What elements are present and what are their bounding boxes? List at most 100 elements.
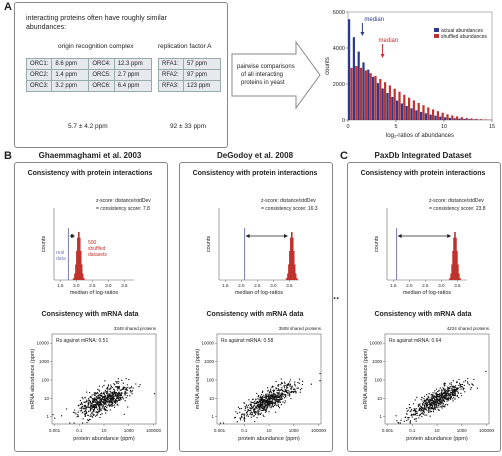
histogram-bar — [460, 117, 463, 120]
histogram-bar — [420, 111, 423, 120]
x-tick-label: 10 — [441, 124, 447, 130]
shuffled-bar — [294, 273, 297, 280]
histogram-bar — [456, 116, 459, 120]
histogram-bar — [472, 119, 475, 120]
histogram-bar — [400, 103, 403, 120]
histogram-bar — [364, 70, 367, 120]
rfa-cell: RFA1: — [158, 58, 184, 70]
hist-x-tick-label: 3.0 — [438, 283, 445, 288]
histogram-bar — [448, 117, 451, 120]
shuffled-bar — [296, 279, 299, 280]
hist-x-label: median of log-ratios — [235, 290, 284, 296]
scatter-x-tick-label: 0.1 — [76, 428, 83, 433]
consistency-score: = consistency score: 23.8 — [429, 206, 486, 212]
distance-arrowhead-right — [284, 234, 288, 238]
hist-x-tick-label: 2.5 — [89, 283, 96, 288]
abundance-ratio-histogram: 0 5 10 15 0 2000 4000 6000 log₂-ratios of abunda… — [325, 10, 495, 139]
shuffled-bar — [288, 264, 290, 280]
rs-value: Rs against mRNA: 0.58 — [221, 338, 273, 344]
orc-cell: ORC4: — [88, 58, 115, 70]
histogram-bar — [424, 113, 427, 120]
zscore-formula: z-score: distance/stdDev — [261, 198, 316, 204]
distance-arrowhead-right — [447, 234, 452, 238]
histogram-bar — [369, 73, 372, 120]
mrna-title: Consistency with mRNA data — [206, 311, 304, 318]
shuffled-bar — [285, 279, 287, 280]
scatter-x-label: protein abundance (ppm) — [238, 436, 300, 442]
rfa-title: replication factor A — [158, 43, 212, 50]
shuffled-bar — [79, 250, 82, 280]
dataset-title: PaxDb Integrated Dataset — [374, 151, 472, 160]
shuffled-bar — [292, 250, 295, 280]
shuffled-bar — [450, 273, 452, 280]
scatter-y-tick-label: 1 — [46, 414, 49, 419]
median-arrowhead-shuffled — [380, 54, 385, 58]
shuffled-bar — [78, 232, 80, 280]
histogram-bar — [446, 114, 449, 120]
x-axis-label: log₂-ratios of abundances — [386, 133, 454, 139]
shuffled-bar — [75, 264, 77, 280]
orc-summary: 5.7 ± 4.2 ppm — [68, 123, 108, 130]
scatter-x-tick-label: 10 — [101, 428, 107, 433]
distance-arrowhead-right — [71, 234, 75, 238]
rfa-cell: 97 ppm — [183, 69, 221, 81]
shuffled-label: 500 — [88, 240, 97, 246]
histogram-bar — [412, 100, 415, 120]
scatter-points — [52, 377, 156, 424]
scatter-y-tick-label: 1 — [211, 414, 214, 419]
hist-x-tick-label: 1.5 — [390, 283, 397, 288]
hist-x-label: median of log-ratios — [70, 290, 119, 296]
histogram-bar — [379, 78, 382, 120]
histogram-bar — [432, 109, 435, 120]
scatter-frame — [384, 333, 490, 425]
hist-x-tick-label: 2.0 — [406, 283, 413, 288]
scatter-x-tick-label: 0.001 — [382, 428, 394, 433]
median-label-actual: median — [364, 17, 384, 23]
histogram-bar — [396, 100, 399, 120]
scatter-y-label: mRNA abundance (ppm) — [195, 349, 201, 410]
panel-a-heading-text: interacting proteins often have roughly … — [26, 15, 167, 31]
shuffled-bar — [453, 237, 455, 280]
hist-x-tick-label: 3.5 — [454, 283, 461, 288]
zscore-histogram: counts median of log-ratios 1.5 2.0 2.5 3.0 3.… — [374, 198, 486, 296]
histogram-bar — [463, 118, 466, 120]
scatter-y-tick-label: 10000 — [369, 341, 382, 346]
histogram-bar — [374, 75, 377, 120]
panel-a-heading: interacting proteins often have roughly … — [26, 14, 176, 32]
histogram-bar — [381, 88, 384, 120]
arrow-text-2: of all interacting — [241, 72, 284, 78]
rs-value: Rs against mRNA: 0.64 — [389, 338, 441, 344]
orc-cell: 12.3 ppm — [113, 58, 152, 70]
histogram-bar — [468, 119, 471, 120]
histogram-bar — [417, 102, 420, 120]
panel-letter-a: A — [4, 1, 12, 13]
hist-x-tick-label: 2.5 — [422, 283, 429, 288]
hist-x-label: median of log-ratios — [403, 290, 452, 296]
scatter-y-tick-label: 1000 — [204, 359, 215, 364]
shuffled-bar — [290, 237, 292, 280]
orc-cell: ORC5: — [88, 69, 115, 81]
shuffled-bar — [80, 264, 83, 280]
scatter-points — [219, 372, 321, 424]
rfa-row: RFA1: 57 ppm — [158, 58, 221, 70]
histogram-bar — [465, 117, 468, 120]
shuffled-bar — [295, 277, 298, 280]
scatter-y-tick-label: 100 — [41, 377, 49, 382]
histogram-bar — [376, 83, 379, 120]
scatter-y-tick-label: 1 — [379, 414, 382, 419]
histogram-bar — [427, 107, 430, 120]
shuffled-bar — [459, 279, 462, 280]
x-tick-label: 5 — [394, 124, 397, 130]
rfa-cell: 57 ppm — [183, 58, 221, 70]
hist-x-tick-label: 2.0 — [238, 283, 245, 288]
median-arrowhead-actual — [360, 32, 365, 36]
histogram-bar — [422, 105, 425, 120]
histogram-bar — [439, 116, 442, 120]
arrow-text-1: pairwise comparisons — [237, 64, 295, 70]
rfa-row: RFA2: 97 ppm — [158, 69, 221, 81]
scatter-x-tick-label: 10 — [266, 428, 272, 433]
histogram-bar — [405, 105, 408, 120]
zscore-histogram: counts median of log-ratios 1.5 2.0 2.5 3.0 3.… — [206, 198, 318, 296]
shuffled-bar — [456, 250, 458, 280]
histogram-bar — [475, 118, 478, 120]
